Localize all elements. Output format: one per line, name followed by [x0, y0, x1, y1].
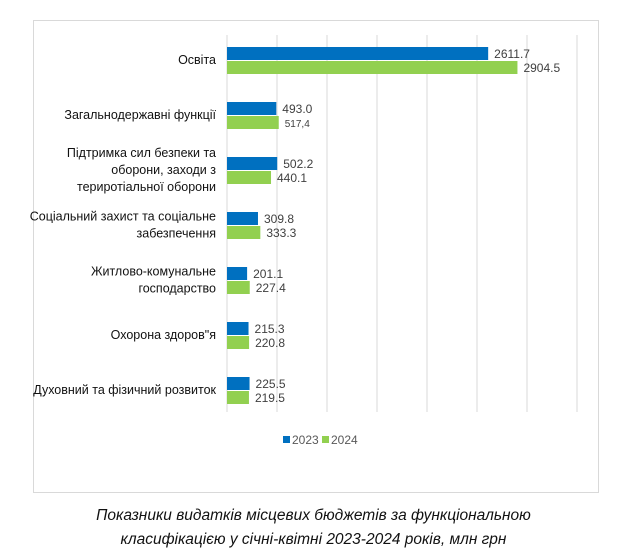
data-label-2024: 333.3: [266, 226, 296, 240]
category-label: Житлово-комунальне: [91, 265, 216, 279]
legend-swatch-2024: [322, 436, 329, 443]
data-label-2023: 309.8: [264, 212, 294, 226]
bar-2023: [227, 102, 277, 115]
legend-label-2023: 2023: [292, 433, 319, 447]
bar-2024: [227, 116, 279, 129]
bar-2023: [227, 47, 489, 60]
bar-2023: [227, 212, 258, 225]
data-label-2024: 219.5: [255, 391, 285, 405]
category-label: господарство: [138, 282, 216, 296]
data-label-2024: 220.8: [255, 336, 285, 350]
caption-line-2: класифікацією у січні-квітні 2023-2024 р…: [120, 531, 507, 548]
data-label-2023: 225.5: [256, 377, 286, 391]
category-label: Духовний та фізичний розвиток: [33, 383, 216, 397]
data-label-2023: 201.1: [253, 267, 283, 281]
category-label: оборони, заходи з: [111, 163, 216, 177]
chart-frame: [33, 20, 599, 493]
category-label: Соціальний захист та соціальне: [30, 210, 216, 224]
data-label-2024: 2904.5: [523, 61, 560, 75]
data-label-2023: 493.0: [282, 102, 312, 116]
data-label-2023: 2611.7: [494, 47, 530, 61]
bar-2024: [227, 61, 518, 74]
data-label-2024: 227.4: [256, 281, 286, 295]
category-label: Охорона здоров"я: [111, 328, 216, 342]
bar-2024: [227, 226, 261, 239]
data-label-2024: 517,4: [285, 119, 310, 130]
data-label-2024: 440.1: [277, 171, 307, 185]
bar-2024: [227, 281, 250, 294]
bar-2024: [227, 171, 272, 184]
category-label: забезпечення: [137, 227, 216, 241]
bar-2023: [227, 322, 249, 335]
bar-2023: [227, 377, 250, 390]
data-label-2023: 215.3: [255, 322, 285, 336]
caption-line-1: Показники видатків місцевих бюджетів за …: [96, 507, 531, 524]
bar-2023: [227, 267, 248, 280]
bar-2024: [227, 391, 249, 404]
category-label: Підтримка сил безпеки та: [67, 146, 216, 160]
category-label: териротіальної оборони: [77, 180, 216, 194]
category-label: Освіта: [178, 53, 216, 67]
data-label-2023: 502.2: [283, 157, 313, 171]
bar-2023: [227, 157, 278, 170]
legend-label-2024: 2024: [331, 433, 358, 447]
legend-swatch-2023: [283, 436, 290, 443]
category-label: Загальнодержавні функції: [64, 108, 216, 122]
bar-2024: [227, 336, 250, 349]
